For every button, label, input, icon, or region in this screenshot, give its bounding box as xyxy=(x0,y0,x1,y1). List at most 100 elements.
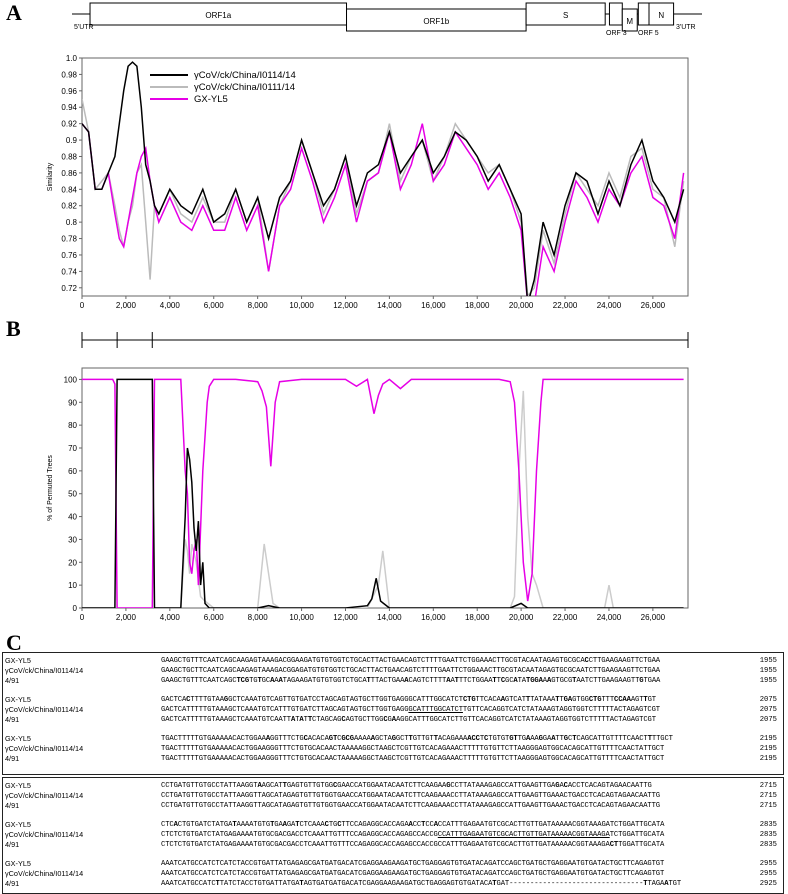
boot-ytick-label: 40 xyxy=(68,513,77,522)
boot-ytick-label: 10 xyxy=(68,581,77,590)
sequence-name: 4/91 xyxy=(5,801,20,810)
boot-series-1 xyxy=(82,390,684,608)
sim-ytick-label: 0.96 xyxy=(61,87,77,96)
sim-xtick-label: 22,000 xyxy=(553,301,578,310)
alignment-row: γCoV/ck/China/I0114/14 AAATCATGCCATCTCATC… xyxy=(3,869,783,879)
orf-box-3 xyxy=(608,2,623,26)
boot-ytick-label: 20 xyxy=(68,558,77,567)
boot-ytick-label: 60 xyxy=(68,467,77,476)
sequence-name: 4/91 xyxy=(5,840,20,849)
sequence-name: 4/91 xyxy=(5,715,20,724)
sequence-position: 2075 xyxy=(759,696,777,704)
alignment-group-2: GX-YL5 CCTGATGTTGTGCCTATTAAGGTAAGCATTGAGT… xyxy=(2,777,784,894)
boot-ytick-label: 70 xyxy=(68,444,77,453)
sim-xtick-label: 20,000 xyxy=(509,301,534,310)
boot-series-0 xyxy=(82,378,684,608)
panel-c-label: C xyxy=(6,630,22,655)
sequence-text: AAATCATGCCATCTCATCTACCGTGATTATGAGAGCGATG… xyxy=(161,860,665,868)
alignment-row: GX-YL5 TGACTTTTTGTGAAAAACACTGGAAAGGTTTCTG… xyxy=(3,734,783,744)
sequence-text: TGACTTTTTGTGAAAAACACTGGAAGGGTTTCTGTGCACA… xyxy=(161,745,665,753)
boot-xtick-label: 16,000 xyxy=(421,613,446,622)
alignment-group-1: GX-YL5 GAAGCTGTTTCAATCAGCAAGAGTAAAGACGGAA… xyxy=(2,652,784,775)
sequence-name: γCoV/ck/China/I0114/14 xyxy=(5,791,84,800)
sim-series-0 xyxy=(82,61,685,296)
sequence-position: 1955 xyxy=(759,667,777,675)
sim-ytick-label: 0.74 xyxy=(61,267,77,276)
orf-box-6 xyxy=(648,2,675,26)
sequence-position: 2715 xyxy=(759,782,777,790)
alignment-row: GX-YL5 GACTCACTTTTGTAAGGCTCAAATGTCAGTTGTG… xyxy=(3,695,783,705)
sim-xtick-label: 4,000 xyxy=(160,301,181,310)
sim-series-2 xyxy=(82,123,685,296)
alignment-row: γCoV/ck/China/I0114/14 GAAGCTGCTTCAATCAGC… xyxy=(3,666,783,676)
sequence-text: CCTGATGTTGTGCCTATTAAGGTTAGCATAGAGTGTTGTG… xyxy=(161,792,660,800)
sim-ytick-label: 0.94 xyxy=(61,103,77,112)
boot-ytick-label: 30 xyxy=(68,535,77,544)
sim-xtick-label: 2,000 xyxy=(116,301,137,310)
orf3-label: ORF 3 xyxy=(606,30,627,37)
alignment-row: γCoV/ck/China/I0114/14 CTCTCTGTGATCTATGAG… xyxy=(3,830,783,840)
sim-xtick-label: 24,000 xyxy=(597,301,622,310)
orf5-label: ORF 5 xyxy=(638,30,659,37)
sim-ytick-label: 0.86 xyxy=(61,169,77,178)
sequence-name: GX-YL5 xyxy=(5,695,31,704)
alignment-row: 4/91 TGACTTTTTGTGAAAAACACTGGAAGGGTTTCTGTG… xyxy=(3,754,783,764)
sim-ytick-label: 0.98 xyxy=(61,70,77,79)
alignment-row: γCoV/ck/China/I0114/14 CCTGATGTTGTGCCTATT… xyxy=(3,791,783,801)
sequence-text: CTCTCTGTGATCTATGAGAAAATGTGCGACGACCTCAAAT… xyxy=(161,831,665,839)
alignment-row: 4/91 GACTCATTTTTGTAAAGCTCAAATGTCAATTATATT… xyxy=(3,715,783,725)
sim-xtick-label: 16,000 xyxy=(421,301,446,310)
alignment-row: GX-YL5 AAATCATGCCATCTCATCTACCGTGATTATGAGA… xyxy=(3,859,783,869)
sequence-name: GX-YL5 xyxy=(5,781,31,790)
sequence-text: GAAGCTGTTTCAATCAGCTCGTGTGCAAATAGAAGATGTG… xyxy=(161,677,661,685)
alignment-row: GX-YL5 GAAGCTGTTTCAATCAGCAAGAGTAAAGACGGAA… xyxy=(3,656,783,666)
boot-xtick-label: 8,000 xyxy=(248,613,269,622)
sequence-name: γCoV/ck/China/I0114/14 xyxy=(5,869,84,878)
sequence-position: 2075 xyxy=(759,706,777,714)
alignment-row: GX-YL5 CCTGATGTTGTGCCTATTAAGGTAAGCATTGAGT… xyxy=(3,781,783,791)
orf-label-6: N xyxy=(658,11,664,20)
sequence-text: AAATCATGCCATCTCATCTACCGTGATTATGAGAGCGATG… xyxy=(161,870,665,878)
boot-plot-area xyxy=(81,367,689,609)
boot-xtick-label: 26,000 xyxy=(641,613,666,622)
orf-box-2 xyxy=(525,2,606,26)
boot-xtick-label: 12,000 xyxy=(333,613,358,622)
genome-map: ORF1a ORF1b S M N 5'UTR 3'UTR ORF 3 ORF 5 xyxy=(72,2,702,37)
sequence-text: AAATCATGCCATCTTATCTACCTGTGATTATGATAGTGAT… xyxy=(161,880,682,888)
sim-ytick-label: 0.82 xyxy=(61,202,77,211)
sim-xtick-label: 10,000 xyxy=(289,301,314,310)
alignment-row: γCoV/ck/China/I0114/14 GACTCATTTTTGTAAAGC… xyxy=(3,705,783,715)
orf-box-5 xyxy=(637,2,650,26)
sequence-position: 2715 xyxy=(759,792,777,800)
sequence-name: GX-YL5 xyxy=(5,656,31,665)
boot-xtick-label: 24,000 xyxy=(597,613,622,622)
sim-ytick-label: 0.76 xyxy=(61,251,77,260)
sequence-text: CCTGATGTTGTGCCTATTAAGGTTAGCATAGAGTGTTGTG… xyxy=(161,802,660,810)
similarity-chart: 0.72 0.74 0.76 0.78 0.8 0.82 0.84 0.86 0.88 0.9 0.… xyxy=(47,54,689,310)
sim-plot-area xyxy=(81,57,689,297)
utr3-label: 3'UTR xyxy=(676,24,696,31)
legend-label-2: GX-YL5 xyxy=(194,94,228,105)
sim-ytick-label: 0.78 xyxy=(61,235,77,244)
boot-series-2 xyxy=(82,378,684,608)
sequence-name: 4/91 xyxy=(5,879,20,888)
boot-xtick-label: 14,000 xyxy=(377,613,402,622)
sequence-position: 2955 xyxy=(759,870,777,878)
alignment-row: 4/91 CCTGATGTTGTGCCTATTAAGGTTAGCATAGAGTGT… xyxy=(3,801,783,811)
boot-ytick-label: 90 xyxy=(68,398,77,407)
sim-ytick-label: 0.8 xyxy=(66,218,78,227)
boot-xtick-label: 18,000 xyxy=(465,613,490,622)
boot-ytick-label: 80 xyxy=(68,421,77,430)
orf-label-0: ORF1a xyxy=(205,11,231,20)
panel-a-label: A xyxy=(6,0,22,25)
orf-label-1: ORF1b xyxy=(423,17,449,26)
sequence-text: CTCACTGTGATCTATGATAAAATGTGTGAAGATCTCAAAC… xyxy=(161,821,665,829)
sequence-position: 2715 xyxy=(759,802,777,810)
sequence-position: 2195 xyxy=(759,755,777,763)
sequence-name: GX-YL5 xyxy=(5,734,31,743)
sequence-text: CCTGATGTTGTGCCTATTAAGGTAAGCATTGAGTGTTGTG… xyxy=(161,782,652,790)
boot-ytick-label: 0 xyxy=(73,604,78,613)
boot-ytick-label: 50 xyxy=(68,490,77,499)
boot-xtick-label: 2,000 xyxy=(116,613,137,622)
sequence-name: GX-YL5 xyxy=(5,859,31,868)
